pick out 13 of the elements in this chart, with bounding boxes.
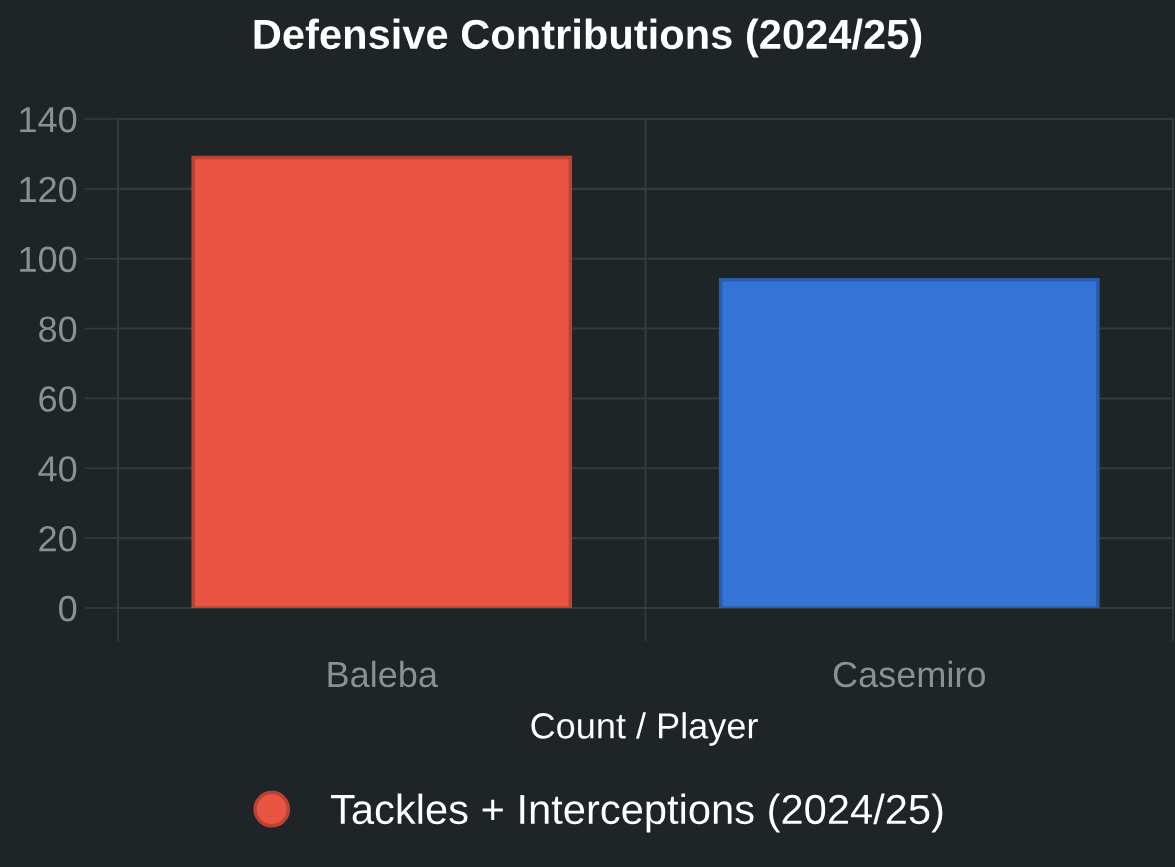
y-tick-label: 40: [38, 456, 77, 482]
y-tick-label: 0: [59, 595, 77, 622]
y-tick-label: 100: [20, 246, 77, 273]
y-tick-label: 120: [20, 176, 77, 203]
x-axis-title: Count / Player: [531, 712, 758, 746]
y-tick-label: 140: [20, 106, 77, 133]
y-tick-label: 20: [39, 526, 77, 552]
y-tick-label: 80: [39, 316, 77, 343]
legend-label: Tackles + Interceptions (2024/25): [331, 793, 943, 833]
y-tick-label: 60: [39, 386, 77, 412]
x-tick-label: Baleba: [328, 660, 438, 688]
x-tick-label: Casemiro: [833, 660, 985, 688]
chart-title: Defensive Contributions (2024/25): [254, 18, 922, 58]
